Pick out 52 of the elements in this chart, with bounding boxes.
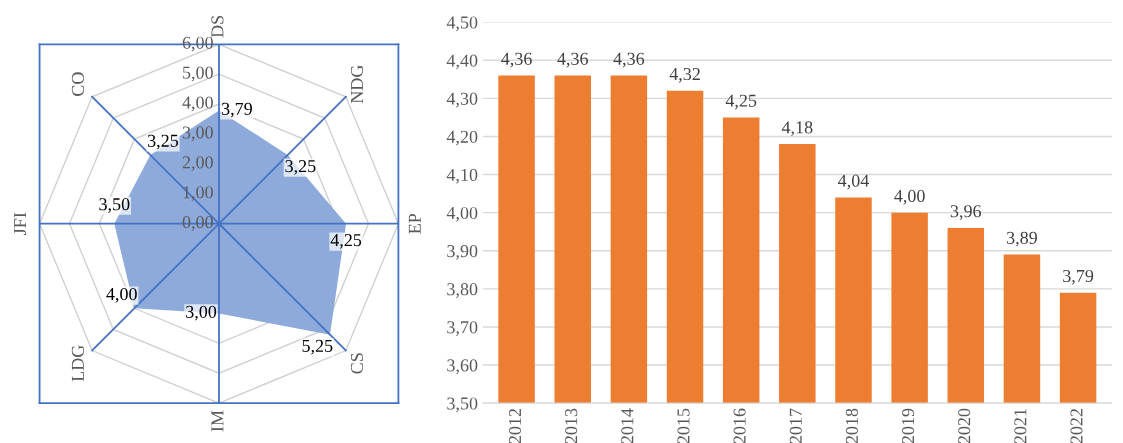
y-tick-label: 4,40 [446,54,478,70]
y-tick-label: 4,10 [446,168,478,184]
y-tick-label: 4,00 [446,206,478,222]
x-tick-label: 2014 [621,408,634,443]
x-tick-label: 2012 [508,408,522,443]
y-tick-label: 4,00 [182,96,213,112]
data-label: 4,36 [557,52,588,68]
y-tick-label: 3,00 [182,126,213,142]
data-label: 4,18 [781,121,813,137]
spoke-label: CS [350,353,364,374]
data-label: 4,25 [725,94,757,110]
y-tick-label: 3,60 [447,359,478,375]
x-tick-label: 2018 [845,408,858,443]
data-label: 4,32 [669,67,700,83]
x-tick-label: 2017 [789,408,802,443]
x-tick-label: 2021 [1014,409,1027,443]
data-label: 3,96 [950,205,982,220]
data-label: 3,89 [1006,231,1037,247]
spoke-label: LDG [71,345,84,382]
spoke-label: IM [211,410,224,432]
data-label: 3,50 [99,198,130,213]
x-tick-label: 2022 [1070,408,1083,443]
data-label: 4,36 [501,52,532,68]
data-label: 3,25 [285,160,316,175]
data-label: 3,25 [148,134,179,150]
data-label: 4,00 [106,287,137,303]
spoke-label: DS [211,15,224,38]
x-tick-label: 2013 [565,408,578,443]
data-label: 3,79 [221,102,252,118]
spoke-label: EP [408,213,421,234]
data-label: 5,25 [302,339,333,355]
data-label: 4,25 [330,234,362,249]
y-tick-label: 5,00 [183,66,213,82]
y-tick-label: 2,00 [182,156,213,172]
data-label: 4,36 [613,52,645,68]
x-tick-label: 2015 [677,408,690,443]
spoke-label: CO [71,72,84,96]
data-label: 4,00 [894,189,925,205]
y-tick-label: 3,70 [447,321,478,336]
data-label: 4,04 [838,174,869,190]
x-tick-label: 2016 [733,408,746,443]
x-tick-label: 2020 [958,408,971,443]
y-tick-label: 4,50 [446,16,478,32]
y-tick-label: 3,80 [447,283,478,298]
x-tick-label: 2019 [901,408,915,443]
y-tick-label: 3,90 [447,245,478,260]
y-tick-label: 4,20 [446,130,478,146]
spoke-label: NDG [350,65,364,104]
y-tick-label: 4,30 [446,92,478,108]
spoke-label: JFI [14,212,27,235]
y-tick-label: 3,50 [447,397,478,413]
data-label: 3,79 [1063,269,1094,285]
